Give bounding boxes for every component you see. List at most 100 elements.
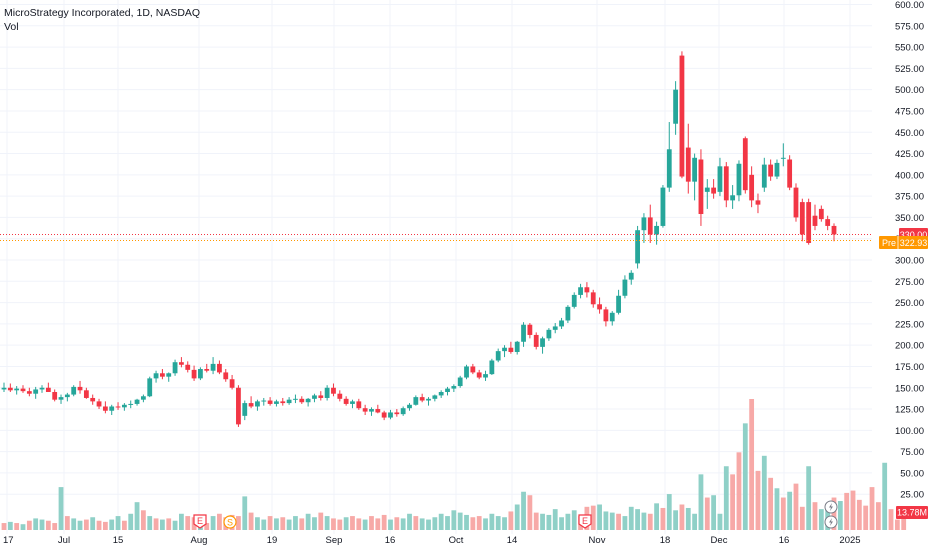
candle [121, 403, 127, 411]
candle [666, 122, 672, 192]
volume-bar [274, 518, 279, 530]
volume-bar [331, 518, 336, 530]
candle [419, 393, 425, 403]
candle [502, 345, 507, 358]
candle [711, 179, 717, 199]
volume-bar [603, 511, 609, 530]
chart-legend[interactable]: MicroStrategy Incorporated, 1D, NASDAQ V… [4, 6, 200, 34]
candle-body [1, 387, 7, 390]
price-axis[interactable]: 600.00 575.00 550.00 525.00 500.00 475.00 450.… [895, 0, 924, 501]
candle [229, 374, 235, 390]
split-letter: S [227, 518, 233, 528]
time-tick-label: Aug [191, 535, 208, 546]
volume-bar [71, 518, 77, 530]
event-markers[interactable]: E ES [193, 500, 838, 529]
volume-bar [400, 518, 406, 530]
candle-body [375, 409, 381, 413]
volume-bar [369, 516, 374, 530]
candle-body [666, 149, 672, 188]
volume-bar [806, 466, 812, 530]
candle [679, 51, 685, 179]
candle [540, 336, 545, 354]
candle [223, 369, 229, 382]
volume-bars [1, 399, 907, 530]
candle [217, 360, 222, 375]
candle [166, 372, 172, 382]
price-tick-label: 225.00 [895, 319, 924, 330]
volume-bar [394, 517, 400, 530]
candle [692, 153, 698, 201]
candle-body [495, 351, 501, 361]
candle [749, 166, 755, 208]
candle [533, 332, 539, 350]
volume-badge-label: 13.78M [897, 508, 927, 518]
candle-body [166, 373, 172, 377]
candle-body [45, 387, 51, 393]
volume-bar [147, 516, 153, 530]
volume-bar [83, 519, 89, 530]
candle-body [552, 326, 558, 330]
candle-body [584, 287, 590, 293]
candle-body [451, 386, 457, 389]
candle-body [356, 401, 362, 409]
candle-body [673, 89, 679, 124]
candle [622, 275, 628, 299]
candle [83, 387, 89, 399]
volume-badge [896, 506, 928, 519]
candle-body [121, 404, 127, 408]
candle [191, 365, 197, 381]
candle-body [394, 412, 400, 415]
time-axis[interactable]: 17 Jul 15 Aug 19 Sep 16 Oct 14 Nov 18 Dec 16 2025 [3, 535, 861, 546]
candle-body [261, 400, 267, 402]
candle [590, 289, 596, 308]
volume-bar [356, 518, 362, 530]
candle [831, 223, 837, 242]
volume-bar [337, 519, 343, 530]
candle-body [483, 374, 488, 378]
volume-bar [571, 510, 577, 530]
candle-body [58, 397, 64, 400]
candle-body [654, 225, 659, 235]
time-tick-label: 16 [385, 535, 396, 546]
price-tick-label: 450.00 [895, 128, 924, 139]
candle [248, 396, 254, 409]
volume-bar [654, 503, 659, 530]
candle [134, 398, 140, 406]
candle-body [128, 403, 134, 405]
candle-body [400, 408, 406, 415]
candle-body [755, 200, 761, 205]
lightning-icon-upcoming[interactable] [824, 500, 838, 514]
volume-bar [305, 513, 311, 530]
split-marker[interactable]: S [223, 515, 237, 529]
candle-body [109, 406, 115, 411]
volume-legend[interactable]: Vol [4, 21, 19, 33]
candle [774, 159, 780, 180]
earnings-marker[interactable]: E [578, 514, 592, 529]
volume-bar [39, 519, 45, 530]
candle-body [229, 379, 235, 388]
candle [432, 394, 438, 402]
candle [280, 397, 286, 406]
time-tick-label: 16 [779, 535, 790, 546]
candle-body [622, 279, 628, 296]
candle-body [635, 230, 640, 264]
candle [102, 401, 108, 414]
time-tick-label: Nov [589, 535, 606, 546]
price-tick-label: 100.00 [895, 426, 924, 437]
volume-bar [875, 502, 881, 530]
candle-body [274, 401, 279, 404]
candle [293, 394, 298, 404]
earnings-marker[interactable]: E [193, 514, 207, 529]
price-tick-label: 300.00 [895, 256, 924, 267]
lightning-icon[interactable] [824, 515, 838, 529]
candle [799, 198, 805, 242]
symbol-title[interactable]: MicroStrategy Incorporated, 1D, NASDAQ [4, 7, 201, 19]
candle-body [223, 372, 229, 380]
candle-body [825, 219, 831, 226]
candle [489, 358, 495, 375]
candle-body [242, 403, 248, 416]
candle [96, 398, 102, 410]
candle [115, 402, 121, 410]
volume-bar [109, 519, 115, 530]
